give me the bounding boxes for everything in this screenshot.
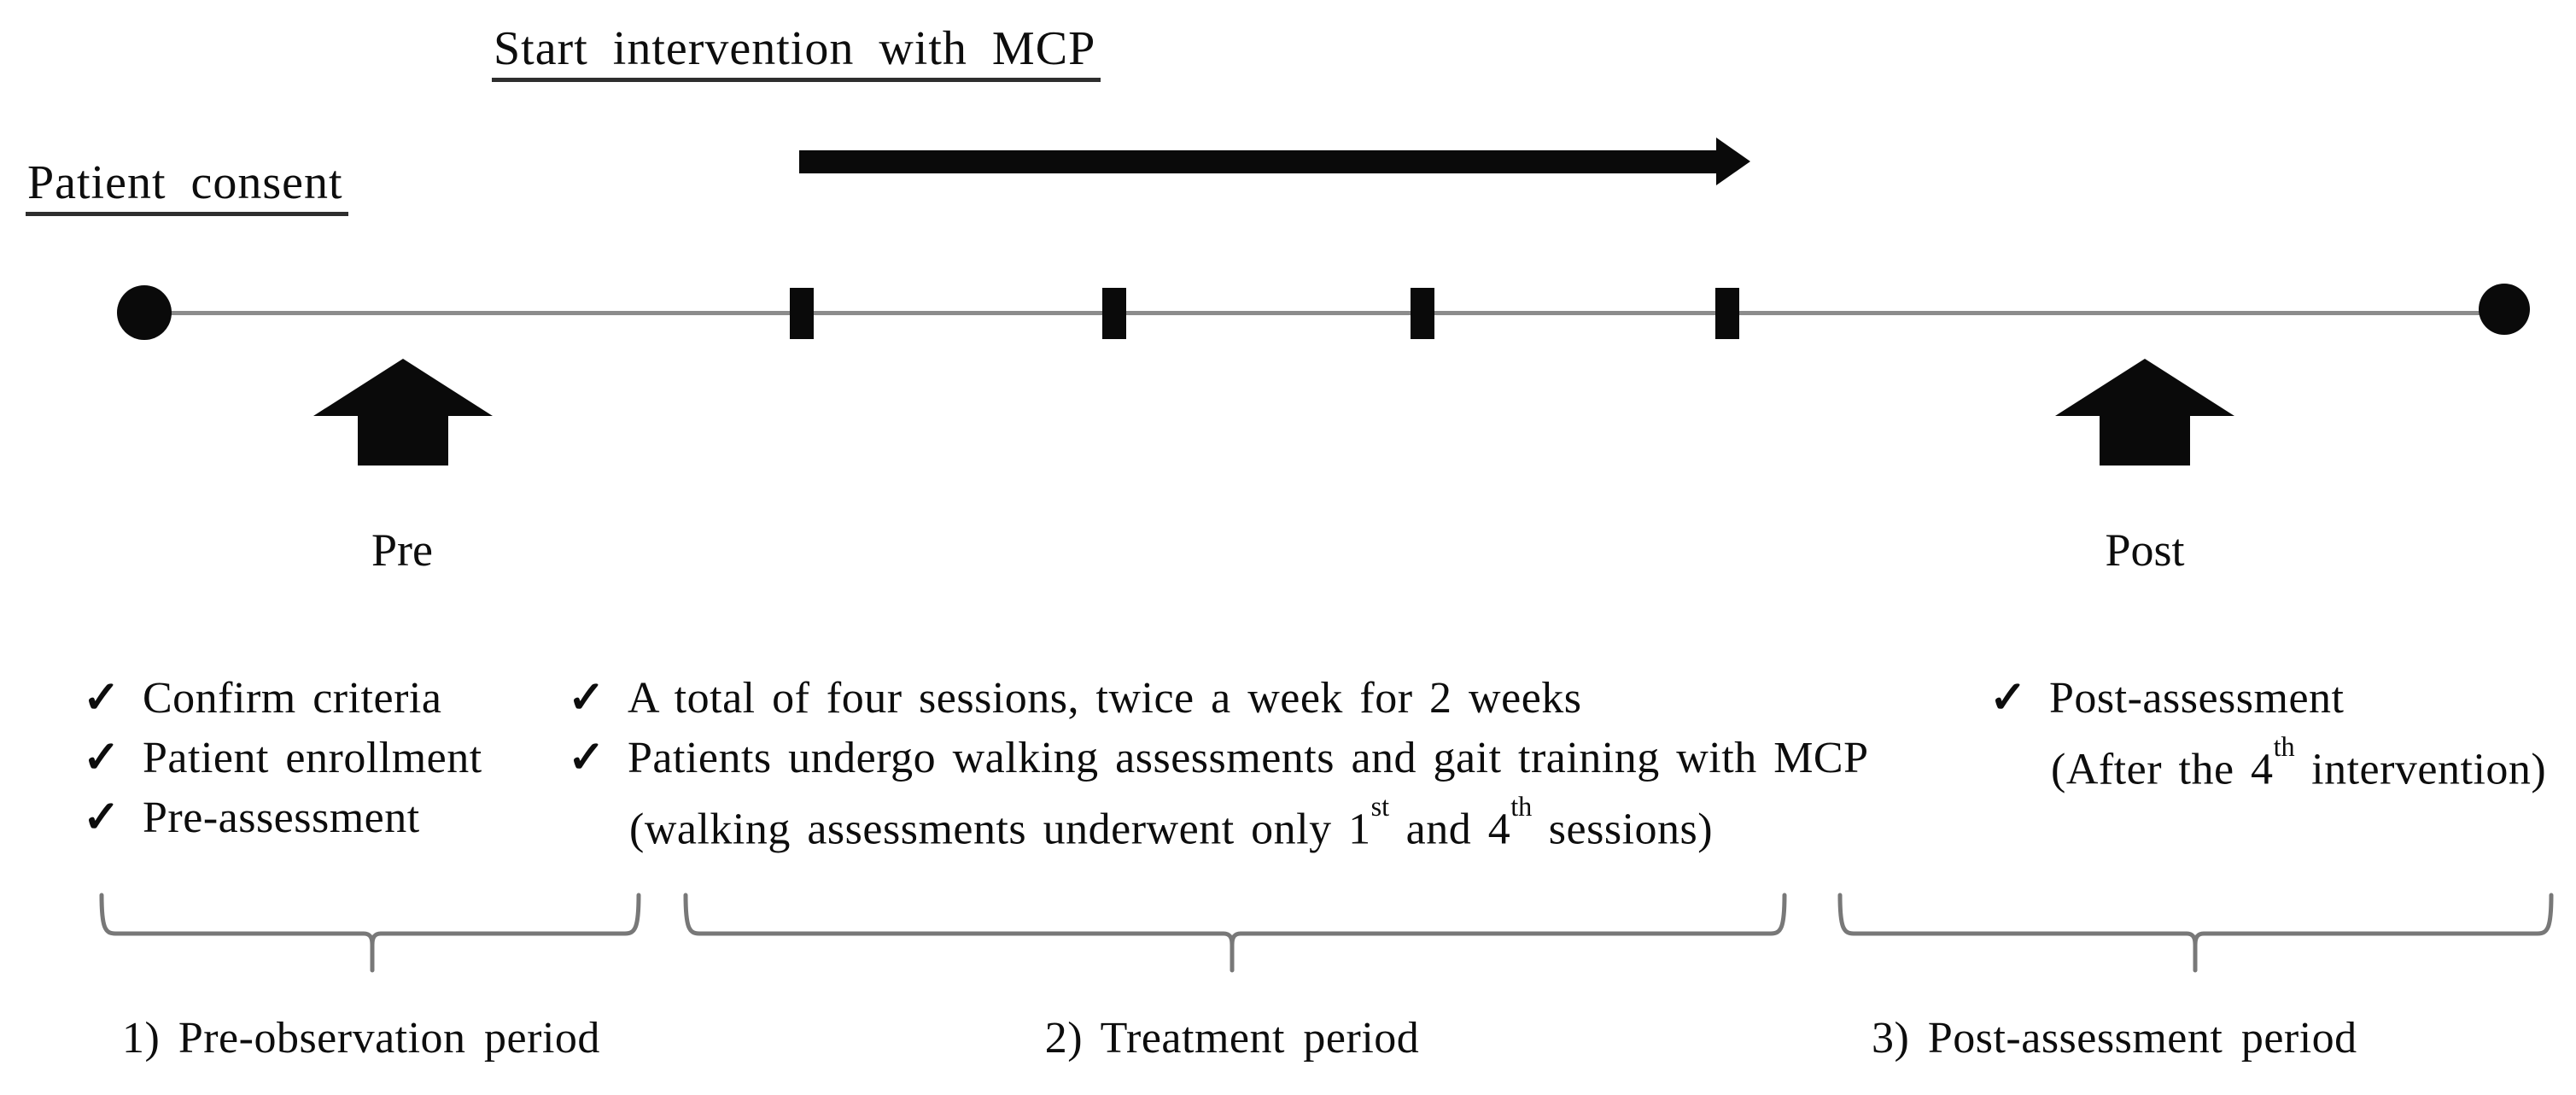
intervention-arrow-head-icon — [1716, 138, 1750, 185]
timeline-start-dot — [117, 285, 172, 340]
session-tick-1 — [790, 288, 814, 339]
period-brace-treatment — [683, 893, 1787, 973]
checklist-item-text: Patient enrollment — [143, 734, 482, 782]
check-icon: ✓ — [83, 734, 121, 782]
period-label-post-assessment: 3) Post-assessment period — [1872, 1014, 2357, 1063]
ordinal-superscript: st — [1370, 790, 1390, 822]
pre-label: Pre — [371, 524, 433, 576]
checklist-item: ✓ Pre-assessment — [83, 788, 482, 848]
checklist-item-note: (walking assessments underwent only 1st … — [568, 788, 1869, 859]
session-tick-4 — [1715, 288, 1739, 339]
checklist-item: ✓ Patients undergo walking assessments an… — [568, 729, 1869, 788]
check-icon: ✓ — [568, 734, 606, 782]
session-tick-2 — [1102, 288, 1126, 339]
check-icon: ✓ — [1989, 674, 2028, 723]
checklist-item-text: A total of four sessions, twice a week f… — [628, 674, 1582, 723]
checklist-item-note: (After the 4th intervention) — [1989, 729, 2546, 799]
pre-checklist: ✓ Confirm criteria ✓ Patient enrollment ✓ P… — [83, 669, 482, 848]
checklist-item: ✓ Confirm criteria — [83, 669, 482, 729]
period-label-pre-observation: 1) Pre-observation period — [122, 1014, 600, 1063]
checklist-item: ✓ Post-assessment — [1989, 669, 2546, 729]
note-text: (walking assessments underwent only 1 — [629, 805, 1371, 854]
pre-arrow-icon — [313, 359, 493, 466]
ordinal-superscript: th — [1510, 790, 1533, 822]
check-icon: ✓ — [83, 674, 121, 723]
checklist-item-text: Pre-assessment — [143, 793, 420, 842]
timeline-end-dot — [2479, 284, 2530, 335]
study-timeline-line — [124, 311, 2506, 315]
period-brace-post-assessment — [1837, 893, 2554, 973]
checklist-item: ✓ Patient enrollment — [83, 729, 482, 788]
note-text: (After the 4 — [2051, 745, 2274, 794]
ordinal-superscript: th — [2273, 730, 2295, 762]
check-icon: ✓ — [568, 674, 606, 723]
session-tick-3 — [1411, 288, 1434, 339]
period-brace-pre-observation — [99, 893, 641, 973]
checklist-item-text: Patients undergo walking assessments and… — [628, 734, 1869, 782]
period-label-treatment: 2) Treatment period — [1044, 1014, 1420, 1063]
post-label: Post — [2105, 524, 2185, 576]
start-intervention-label: Start intervention with MCP — [492, 24, 1101, 82]
post-checklist: ✓ Post-assessment (After the 4th interven… — [1989, 669, 2546, 799]
checklist-item-text: Post-assessment — [2049, 674, 2345, 723]
check-icon: ✓ — [83, 793, 121, 842]
patient-consent-label: Patient consent — [26, 158, 348, 216]
note-text: sessions) — [1532, 805, 1714, 854]
note-text: intervention) — [2294, 745, 2547, 794]
treatment-checklist: ✓ A total of four sessions, twice a week … — [568, 669, 1869, 859]
checklist-item-text: Confirm criteria — [143, 674, 442, 723]
note-text: and 4 — [1389, 805, 1511, 854]
intervention-arrow-bar — [799, 150, 1716, 173]
checklist-item: ✓ A total of four sessions, twice a week … — [568, 669, 1869, 729]
post-arrow-icon — [2055, 359, 2234, 466]
